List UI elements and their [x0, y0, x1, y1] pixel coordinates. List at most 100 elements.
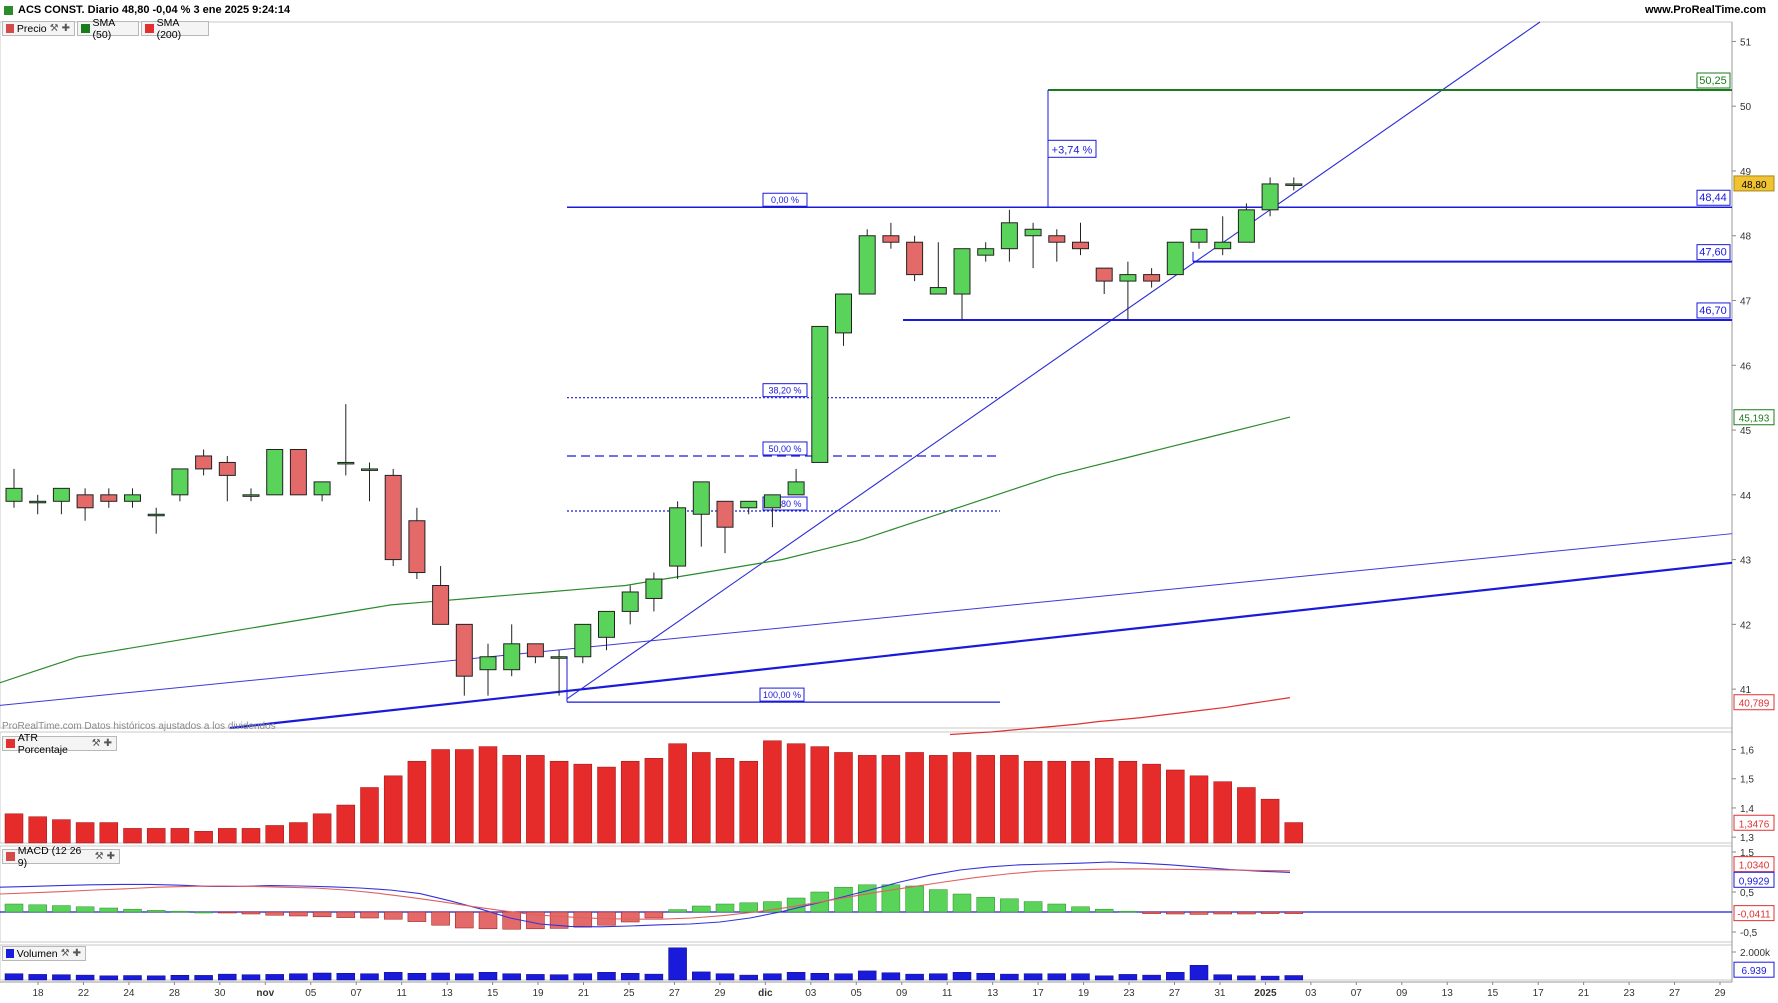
candle-body [1095, 267, 1113, 282]
atr-bar [976, 755, 995, 844]
price-axis-label: 43 [1740, 556, 1752, 567]
x-axis-label: 11 [396, 988, 407, 999]
volume-bar [265, 974, 284, 981]
legend-atr[interactable]: ATR Porcentaje ⚒ ✚ [2, 732, 117, 756]
atr-bar [1189, 775, 1209, 844]
level-label: 47,60 [1699, 247, 1727, 259]
volume-bar [4, 973, 24, 981]
plus-icon[interactable]: ✚ [61, 23, 70, 34]
candle-body [598, 610, 615, 638]
fib-label-frame [762, 192, 808, 207]
legend-macd[interactable]: MACD (12 26 9) ⚒ ✚ [2, 845, 120, 869]
wrench-icon[interactable]: ⚒ [94, 851, 104, 862]
candle-body [384, 474, 402, 561]
level-label-frame [1696, 302, 1731, 319]
x-axis-label: 15 [487, 988, 499, 999]
macd-hist-bar [218, 911, 237, 914]
legend-price[interactable]: Precio ⚒ ✚ [2, 21, 75, 36]
atr-bar [1094, 758, 1114, 844]
atr-bar [1166, 769, 1185, 844]
atr-bar [1023, 760, 1043, 844]
x-axis-label: 03 [1305, 988, 1317, 999]
volume-bar [431, 972, 450, 981]
atr-bar [170, 828, 190, 844]
x-axis-label: 05 [851, 988, 863, 999]
macd-signal-line [0, 868, 1291, 920]
volume-bar [336, 973, 356, 981]
macd-tag-frame [1733, 856, 1775, 873]
atr-bar [1213, 781, 1232, 844]
price-axis-label: 47 [1740, 297, 1752, 308]
atr-bar [1284, 822, 1304, 844]
macd-hist-bar [75, 906, 95, 913]
x-axis-label: 29 [1714, 988, 1726, 999]
atr-bar [289, 822, 308, 844]
candle-body [882, 235, 900, 243]
wrench-icon[interactable]: ⚒ [49, 23, 59, 34]
plus-icon[interactable]: ✚ [103, 738, 112, 749]
macd-hist-bar [265, 911, 284, 916]
candle-body [858, 235, 876, 295]
level-label: 46,70 [1699, 305, 1727, 317]
trendline-lower [229, 561, 1733, 730]
candle-body [811, 325, 829, 463]
level-label-frame [1696, 189, 1731, 206]
x-axis-label: 05 [305, 988, 317, 999]
macd-hist-bar [644, 911, 664, 919]
macd-hist-bar [905, 885, 924, 913]
legend-sma50-label: SMA (50) [92, 16, 115, 41]
price-axis-label: 49 [1740, 167, 1752, 178]
volume-bar [1260, 975, 1280, 981]
instrument-title: ACS CONST. Diario 48,80 -0,04 % 3 ene 20… [18, 4, 291, 16]
level-label: 48,44 [1699, 192, 1727, 204]
volume-bar [1142, 974, 1161, 981]
candle-body [100, 494, 118, 502]
volume-bar [857, 970, 877, 981]
x-axis-label: 24 [123, 988, 135, 999]
macd-hist-bar [1000, 898, 1019, 913]
legend-sma50[interactable]: SMA (50) [77, 17, 139, 41]
x-axis-label: 03 [805, 988, 817, 999]
x-axis-label: 27 [1169, 988, 1181, 999]
volume-bar [1189, 965, 1209, 981]
wrench-icon[interactable]: ⚒ [60, 948, 70, 959]
atr-bar [1118, 760, 1138, 844]
candle-body [1166, 241, 1184, 276]
legend-volume[interactable]: Volumen ⚒ ✚ [2, 946, 86, 961]
fib-label: 38,20 % [768, 386, 801, 396]
macd-hist-bar [620, 911, 640, 923]
sma50-line [0, 416, 1291, 684]
candle-body [621, 591, 639, 612]
macd-hist-bar [1071, 906, 1090, 913]
candle-body [455, 623, 473, 677]
candle-body [692, 481, 710, 515]
candle-body [1119, 274, 1137, 282]
volume-axis-label: 2.000k [1740, 948, 1771, 959]
x-axis-label: 13 [987, 988, 999, 999]
macd-hist-bar [146, 910, 166, 913]
volume-bar [1071, 973, 1090, 981]
volume-bar [289, 973, 308, 981]
atr-bar [502, 755, 521, 844]
footer-note: ProRealTime.com Datos históricos ajustad… [2, 721, 276, 732]
plus-icon[interactable]: ✚ [106, 851, 115, 862]
atr-bar [834, 752, 853, 844]
candle-body [313, 481, 331, 496]
x-axis-label: 22 [78, 988, 90, 999]
x-axis-label: 09 [896, 988, 908, 999]
volume-bar [1047, 973, 1067, 981]
legend-sma200[interactable]: SMA (200) [141, 17, 209, 41]
candle-body [5, 487, 23, 502]
x-axis-label: 27 [1669, 988, 1681, 999]
fib-label: 100,00 % [763, 690, 801, 700]
macd-hist-bar [4, 903, 24, 913]
macd-hist-bar [1094, 908, 1114, 913]
plus-icon[interactable]: ✚ [72, 948, 81, 959]
candle-body [929, 287, 947, 295]
x-axis-label: 30 [214, 988, 226, 999]
atr-bar [549, 760, 569, 844]
wrench-icon[interactable]: ⚒ [91, 738, 101, 749]
macd-hist-bar [1284, 911, 1304, 914]
